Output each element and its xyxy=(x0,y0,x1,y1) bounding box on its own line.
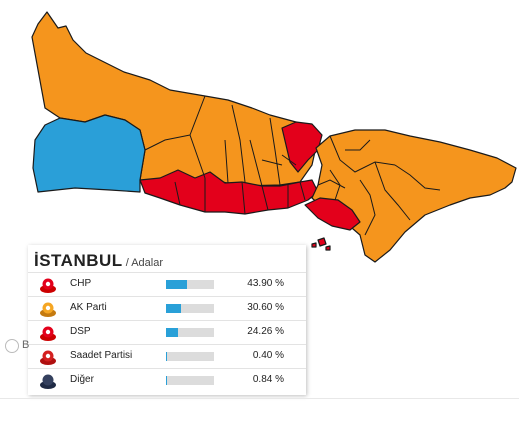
percent-bar-fill xyxy=(166,328,178,337)
percent-value: 43.90 % xyxy=(247,278,284,289)
party-name: CHP xyxy=(70,278,92,289)
percent-value: 30.60 % xyxy=(247,302,284,313)
side-label: B xyxy=(22,339,30,351)
side-radio-button[interactable] xyxy=(5,339,19,353)
percent-value: 0.84 % xyxy=(252,374,284,385)
percent-bar xyxy=(166,280,214,289)
other-parties-icon xyxy=(40,374,56,389)
percent-bar xyxy=(166,376,214,385)
district-anatolian-east[interactable] xyxy=(311,129,517,263)
saadet-party-icon xyxy=(40,350,56,365)
party-name: DSP xyxy=(70,326,91,337)
ak-parti-party-icon xyxy=(40,302,56,317)
district-silivri[interactable] xyxy=(32,114,146,193)
chp-party-icon xyxy=(40,278,56,293)
district-coastal-west[interactable] xyxy=(139,169,319,215)
footer-divider xyxy=(0,398,519,399)
dsp-party-icon xyxy=(40,326,56,341)
city-name: İSTANBUL xyxy=(34,251,123,270)
district-adalar-1[interactable] xyxy=(317,237,327,247)
district-adalar-3[interactable] xyxy=(325,245,331,251)
percent-bar-fill xyxy=(166,352,167,361)
percent-bar-fill xyxy=(166,304,181,313)
panel-title: İSTANBUL / Adalar xyxy=(34,251,163,271)
percent-bar-fill xyxy=(166,376,167,385)
percent-bar-fill xyxy=(166,280,187,289)
result-row-chp[interactable]: CHP 43.90 % xyxy=(28,272,306,296)
party-name: AK Parti xyxy=(70,302,107,313)
district-name: / Adalar xyxy=(125,257,163,269)
district-borders-anatolian xyxy=(317,135,441,236)
party-name: Saadet Partisi xyxy=(70,350,133,361)
district-kadikoy[interactable] xyxy=(304,197,361,231)
result-row-diger[interactable]: Diğer 0.84 % xyxy=(28,368,306,392)
result-row-dsp[interactable]: DSP 24.26 % xyxy=(28,320,306,344)
district-adalar-2[interactable] xyxy=(311,242,317,248)
percent-value: 24.26 % xyxy=(247,326,284,337)
result-row-saadet[interactable]: Saadet Partisi 0.40 % xyxy=(28,344,306,368)
percent-bar xyxy=(166,352,214,361)
election-results-panel: İSTANBUL / Adalar CHP 43.90 % AK Parti 30… xyxy=(28,245,306,395)
result-row-ak-parti[interactable]: AK Parti 30.60 % xyxy=(28,296,306,320)
percent-bar xyxy=(166,304,214,313)
percent-value: 0.40 % xyxy=(252,350,284,361)
party-name: Diğer xyxy=(70,374,94,385)
district-borders-european xyxy=(144,95,306,215)
percent-bar xyxy=(166,328,214,337)
district-sariyer[interactable] xyxy=(281,121,323,173)
